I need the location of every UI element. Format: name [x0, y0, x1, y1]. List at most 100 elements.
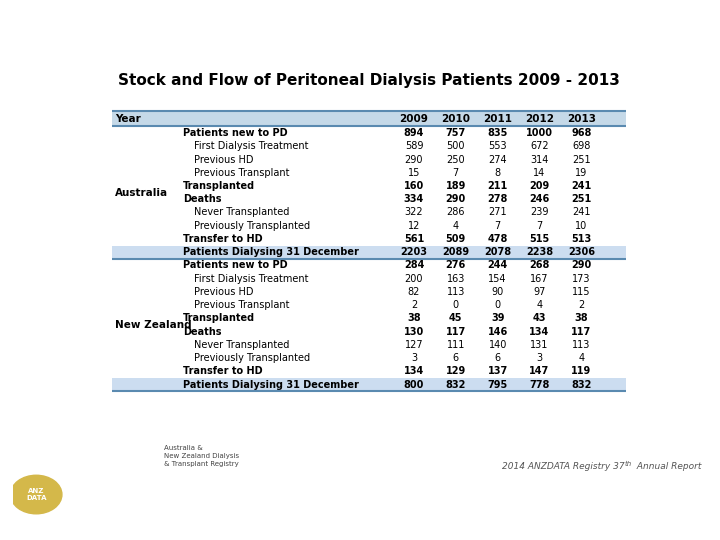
Text: Previously Transplanted: Previously Transplanted [194, 221, 310, 231]
Bar [112, 272, 626, 285]
Text: 251: 251 [572, 154, 590, 165]
Circle shape [11, 475, 62, 514]
Text: 130: 130 [404, 327, 424, 336]
Text: 134: 134 [404, 367, 424, 376]
Text: 38: 38 [575, 313, 588, 323]
Text: Never Transplanted: Never Transplanted [194, 340, 289, 350]
Bar [112, 219, 626, 232]
Text: 268: 268 [529, 260, 549, 271]
Text: 0: 0 [453, 300, 459, 310]
Text: Deaths: Deaths [183, 194, 222, 204]
Text: ANZ
DATA: ANZ DATA [26, 488, 47, 501]
Text: 832: 832 [571, 380, 592, 390]
Text: 795: 795 [487, 380, 508, 390]
Text: Transfer to HD: Transfer to HD [183, 367, 263, 376]
Text: 278: 278 [487, 194, 508, 204]
Bar [112, 365, 626, 378]
Text: Never Transplanted: Never Transplanted [194, 207, 289, 218]
Text: 129: 129 [446, 367, 466, 376]
Text: 3: 3 [411, 353, 417, 363]
Text: First Dialysis Treatment: First Dialysis Treatment [194, 141, 308, 151]
Text: 0: 0 [495, 300, 500, 310]
Bar [112, 285, 626, 299]
Text: 515: 515 [529, 234, 549, 244]
Text: 513: 513 [571, 234, 591, 244]
Text: 2014 ANZDATA Registry 37: 2014 ANZDATA Registry 37 [502, 462, 625, 471]
Text: 19: 19 [575, 168, 588, 178]
Text: 211: 211 [487, 181, 508, 191]
Text: 290: 290 [571, 260, 591, 271]
Text: 137: 137 [487, 367, 508, 376]
Text: 500: 500 [446, 141, 465, 151]
Text: Previous Transplant: Previous Transplant [194, 300, 289, 310]
Bar [112, 166, 626, 179]
Bar [112, 140, 626, 153]
Text: 45: 45 [449, 313, 462, 323]
Text: 127: 127 [405, 340, 423, 350]
Text: 832: 832 [446, 380, 466, 390]
Text: 478: 478 [487, 234, 508, 244]
Text: 134: 134 [529, 327, 549, 336]
Text: 6: 6 [495, 353, 500, 363]
Text: 2089: 2089 [442, 247, 469, 257]
Bar [112, 246, 626, 259]
Text: 8: 8 [495, 168, 500, 178]
Text: 835: 835 [487, 128, 508, 138]
Text: Australia: Australia [114, 187, 168, 198]
Text: Transfer to HD: Transfer to HD [183, 234, 263, 244]
Text: 113: 113 [572, 340, 590, 350]
Text: 2011: 2011 [483, 114, 512, 124]
Text: First Dialysis Treatment: First Dialysis Treatment [194, 274, 308, 284]
Bar [112, 153, 626, 166]
Text: 589: 589 [405, 141, 423, 151]
Text: 246: 246 [529, 194, 549, 204]
Text: 2013: 2013 [567, 114, 596, 124]
Text: 778: 778 [529, 380, 549, 390]
Text: 209: 209 [529, 181, 549, 191]
Text: 200: 200 [405, 274, 423, 284]
Text: 274: 274 [488, 154, 507, 165]
Text: 113: 113 [446, 287, 465, 297]
Bar [112, 193, 626, 206]
Text: 111: 111 [446, 340, 465, 350]
Text: 276: 276 [446, 260, 466, 271]
Bar [112, 111, 626, 126]
Text: 2010: 2010 [441, 114, 470, 124]
Text: 154: 154 [488, 274, 507, 284]
Bar [112, 338, 626, 352]
Text: 1000: 1000 [526, 128, 553, 138]
Text: 119: 119 [571, 367, 591, 376]
Text: Patients new to PD: Patients new to PD [183, 260, 287, 271]
Text: 15: 15 [408, 168, 420, 178]
Text: 14: 14 [534, 168, 546, 178]
Text: 800: 800 [404, 380, 424, 390]
Text: 4: 4 [453, 221, 459, 231]
Text: 82: 82 [408, 287, 420, 297]
Text: 146: 146 [487, 327, 508, 336]
Text: Patients Dialysing 31 December: Patients Dialysing 31 December [183, 380, 359, 390]
Text: 271: 271 [488, 207, 507, 218]
Text: 115: 115 [572, 287, 590, 297]
Bar [112, 259, 626, 272]
Text: 90: 90 [492, 287, 504, 297]
Text: 12: 12 [408, 221, 420, 231]
Bar [112, 126, 626, 140]
Text: New Zealand: New Zealand [114, 320, 192, 330]
Text: 7: 7 [453, 168, 459, 178]
Text: 4: 4 [578, 353, 585, 363]
Text: 39: 39 [491, 313, 505, 323]
Bar [112, 232, 626, 246]
Text: Stock and Flow of Peritoneal Dialysis Patients 2009 - 2013: Stock and Flow of Peritoneal Dialysis Pa… [118, 73, 620, 87]
Text: 509: 509 [446, 234, 466, 244]
Text: Annual Report: Annual Report [634, 462, 701, 471]
Text: 553: 553 [488, 141, 507, 151]
Text: 250: 250 [446, 154, 465, 165]
Text: 117: 117 [446, 327, 466, 336]
Bar [112, 299, 626, 312]
Text: Transplanted: Transplanted [183, 181, 255, 191]
Bar [112, 352, 626, 365]
Text: 167: 167 [530, 274, 549, 284]
Text: 2: 2 [578, 300, 585, 310]
Text: 968: 968 [571, 128, 592, 138]
Bar [112, 179, 626, 193]
